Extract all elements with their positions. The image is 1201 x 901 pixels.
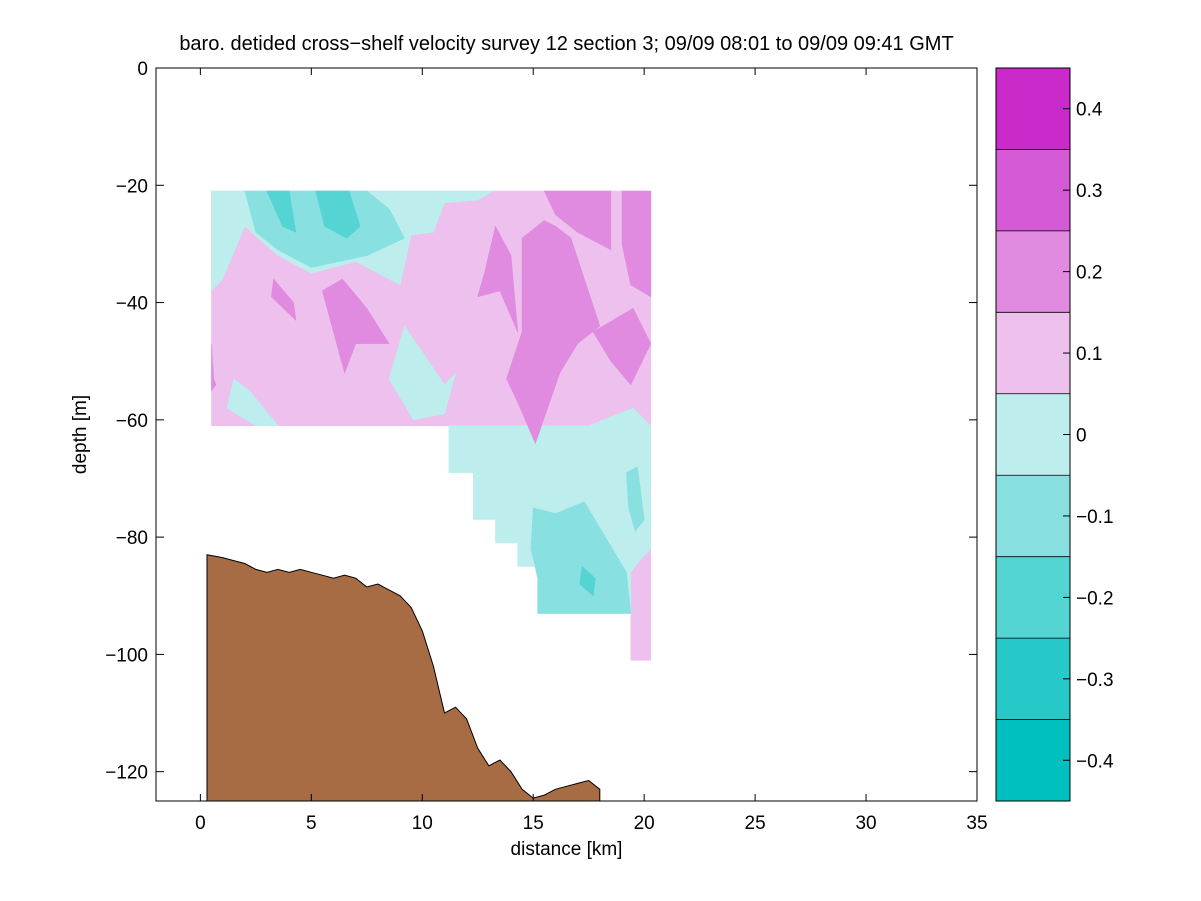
contour-region-15 [506,220,601,445]
plot-viewport [206,190,652,801]
x-tick-label-5: 25 [745,813,766,834]
y-axis: 0 −20 −40 −60 −80 −100 −120 [105,59,977,784]
contour-region-7 [530,501,632,614]
contour-region-9 [266,190,297,233]
contour-region-17 [621,190,652,298]
y-tick-label-2: −40 [116,294,148,315]
contour-region-13 [322,278,390,374]
contour-region-19 [211,343,217,392]
colorbar-tick-label-2: 0.2 [1076,263,1102,284]
y-tick-label-6: −120 [105,763,148,784]
x-axis: 0 5 10 15 20 25 30 35 [195,68,988,834]
plot-frame [155,67,978,802]
seafloor-bathymetry [206,554,601,801]
colorbar-band-4 [996,393,1070,476]
colorbar-band-3 [996,475,1070,557]
y-tick-label-0: 0 [137,59,148,80]
y-axis-label: depth [m] [70,395,91,474]
x-axis-label: distance [km] [511,839,623,860]
x-tick-label-2: 10 [412,813,433,834]
contour-region-11 [579,565,596,597]
contour-region-4 [388,325,456,421]
contour-region-14 [477,225,518,333]
contour-region-3 [226,378,279,427]
contour-region-10 [315,190,361,239]
colorbar-ticks: 0.4 0.3 0.2 0.1 0 −0.1 −0.2 −0.3 −0.4 [1063,100,1114,772]
colorbar-tick-label-4: 0 [1076,426,1087,447]
contour-region-18 [592,307,652,386]
y-tick-label-1: −20 [116,176,148,197]
y-tick-label-5: −100 [105,645,148,666]
colorbar-band-7 [996,149,1070,231]
colorbar-band-8 [996,68,1070,150]
x-tick-label-3: 15 [523,813,544,834]
colorbar-band-2 [996,556,1070,639]
x-tick-label-7: 35 [966,813,987,834]
y-tick-label-4: −80 [116,528,148,549]
colorbar: 0.4 0.3 0.2 0.1 0 −0.1 −0.2 −0.3 −0.4 [995,67,1114,802]
colorbar-band-6 [996,230,1070,313]
contour-region-8 [626,466,645,532]
contour-region-16 [543,190,612,251]
plot-area [155,67,978,802]
colorbar-tick-label-7: −0.3 [1076,670,1114,691]
contour-fill-layer [211,190,652,661]
colorbar-frame [995,67,1071,802]
colorbar-bands [996,68,1070,801]
colorbar-tick-label-6: −0.2 [1076,588,1114,609]
colorbar-tick-label-5: −0.1 [1076,507,1114,528]
chart-title: baro. detided cross−shelf velocity surve… [179,33,953,55]
x-tick-label-0: 0 [195,813,206,834]
colorbar-tick-label-1: 0.3 [1076,181,1102,202]
x-tick-label-6: 30 [855,813,876,834]
colorbar-tick-label-3: 0.1 [1076,344,1102,365]
contour-region-12 [271,278,297,322]
y-tick-label-3: −60 [116,411,148,432]
colorbar-tick-label-0: 0.4 [1076,100,1103,121]
seafloor-layer [206,554,601,801]
colorbar-band-1 [996,638,1070,720]
x-tick-label-1: 5 [306,813,317,834]
colorbar-band-0 [996,719,1070,801]
colorbar-band-5 [996,312,1070,394]
x-tick-label-4: 20 [634,813,655,834]
colorbar-tick-label-8: −0.4 [1076,751,1114,772]
